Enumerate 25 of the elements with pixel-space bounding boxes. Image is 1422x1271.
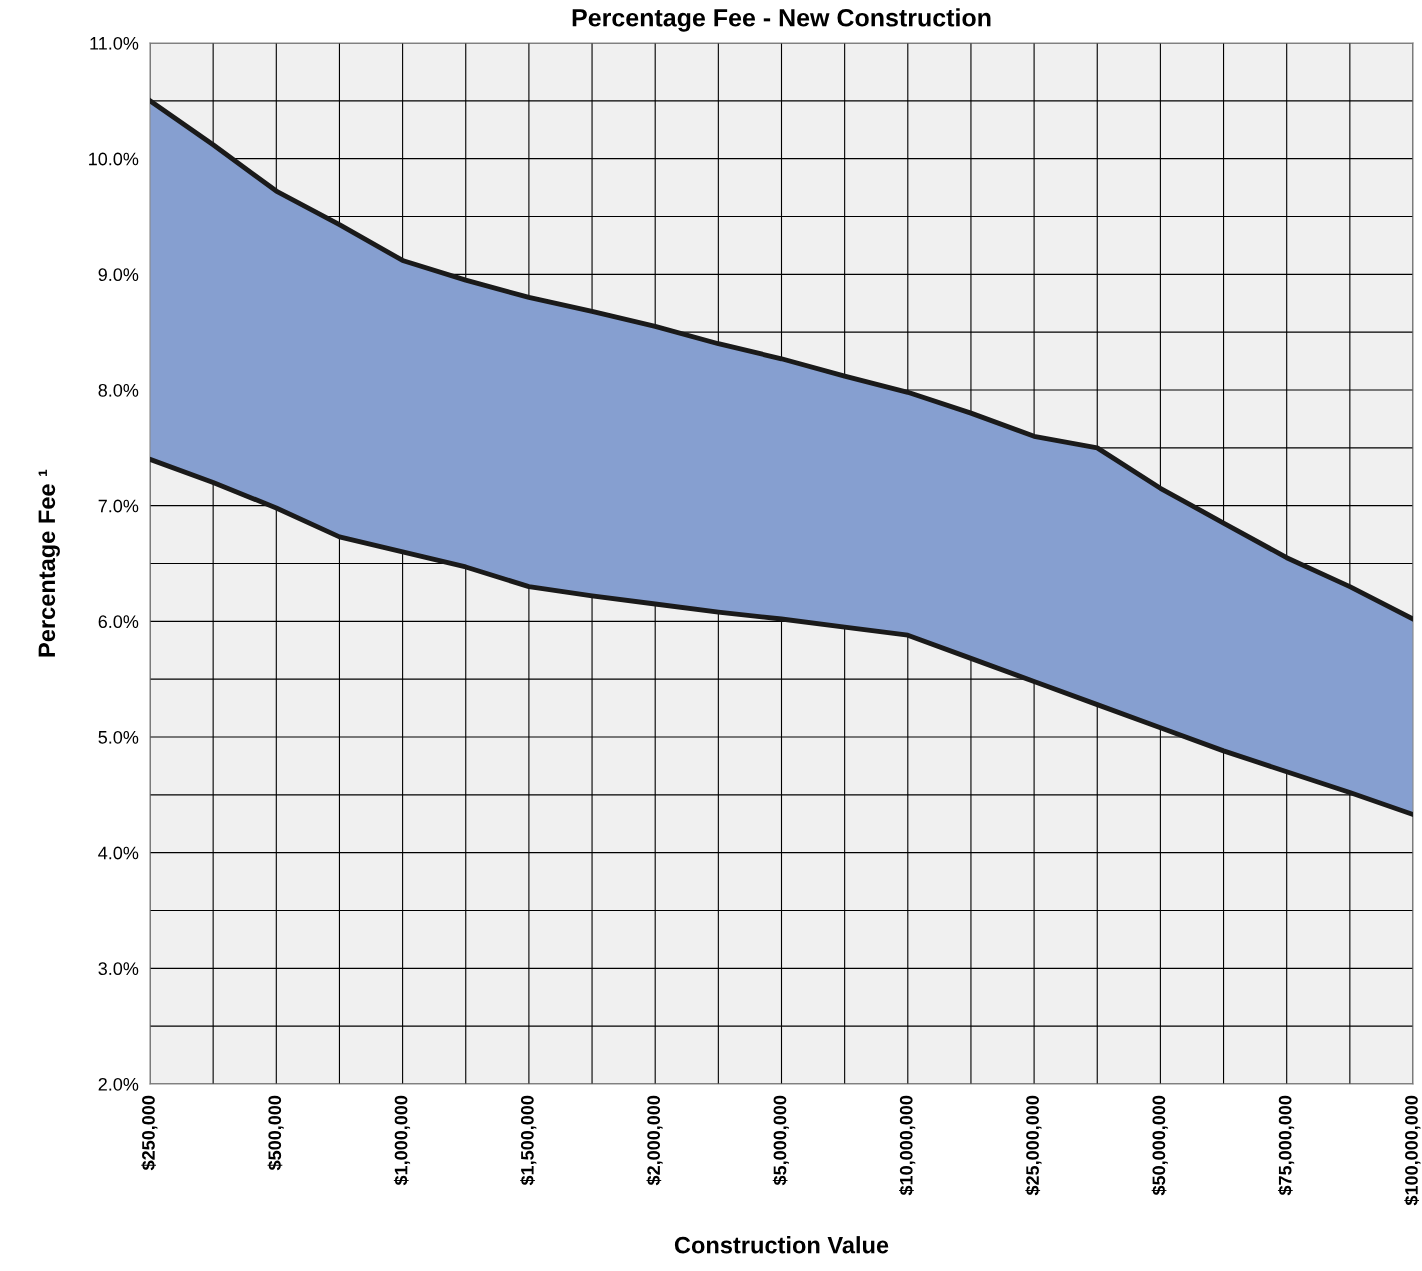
y-tick-label: 7.0% xyxy=(98,499,139,513)
x-tick-label: $1,000,000 xyxy=(393,1095,411,1186)
x-tick-label: $25,000,000 xyxy=(1025,1095,1042,1196)
y-tick-label: 4.0% xyxy=(98,846,139,860)
y-tick-label: 10.0% xyxy=(89,152,139,166)
y-tick-label: 8.0% xyxy=(98,383,139,397)
y-tick-label: 6.0% xyxy=(98,615,139,629)
y-tick-label: 11.0% xyxy=(90,36,139,50)
x-tick-label: $500,000 xyxy=(267,1095,284,1171)
line-series xyxy=(150,456,1413,817)
chart-title: Percentage Fee - New Construction xyxy=(572,8,991,32)
x-tick-label: $1,500,000 xyxy=(520,1095,537,1186)
y-tick-label: 3.0% xyxy=(98,962,139,976)
x-tick-label: $2,000,000 xyxy=(646,1095,663,1186)
y-axis-title: Percentage Fee ¹ xyxy=(38,469,60,657)
x-tick-label: $250,000 xyxy=(141,1095,158,1171)
y-tick-label: 9.0% xyxy=(98,268,139,282)
x-tick-label: $75,000,000 xyxy=(1277,1095,1295,1196)
x-tick-label: $5,000,000 xyxy=(772,1095,789,1186)
x-tick-label: $10,000,000 xyxy=(899,1095,916,1196)
y-tick-label: 5.0% xyxy=(98,730,139,744)
x-tick-label: $50,000,000 xyxy=(1151,1095,1168,1196)
x-tick-label: $100,000,000 xyxy=(1404,1095,1421,1206)
x-axis-title: Construction Value xyxy=(674,1236,889,1254)
y-tick-label: 2.0% xyxy=(98,1077,139,1091)
